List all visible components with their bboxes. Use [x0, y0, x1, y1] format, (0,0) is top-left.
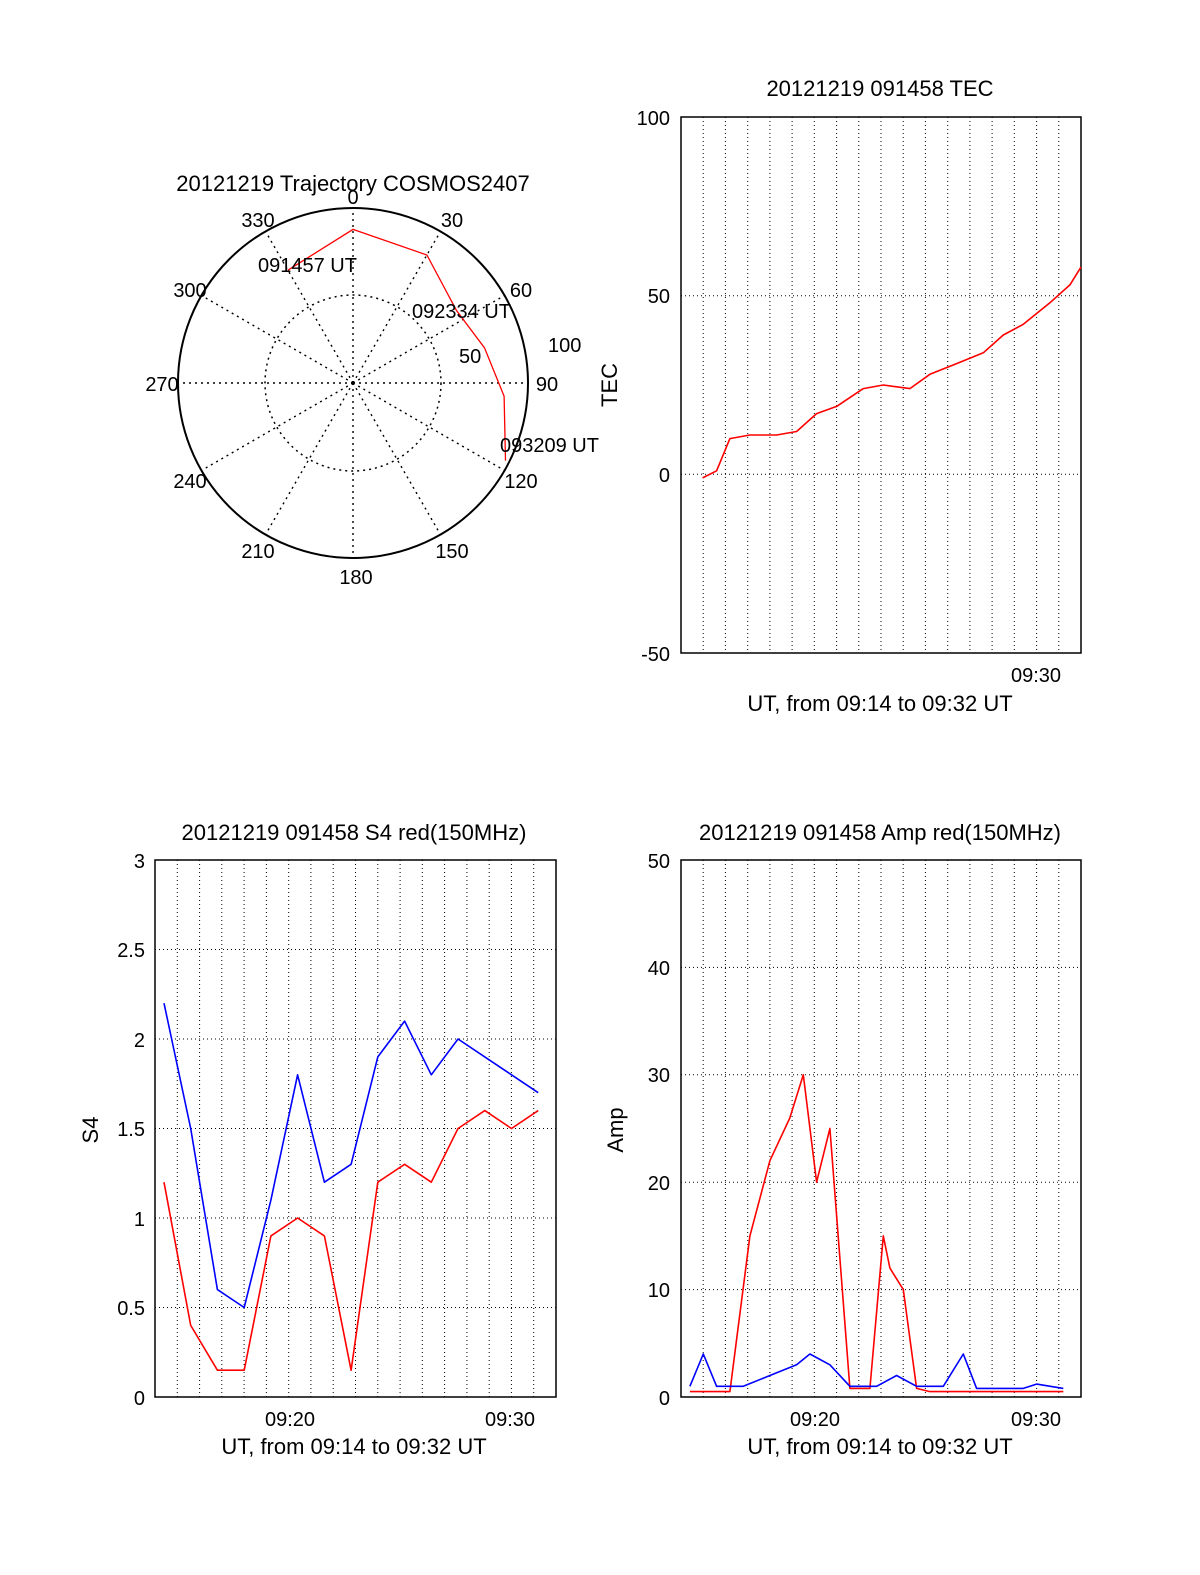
- polar-annotation-start: 091457 UT: [258, 255, 357, 277]
- amp-series-line-1: [689, 1353, 1064, 1390]
- amp-chart: 20121219 091458 Amp red(150MHz) 50 40 30…: [603, 820, 1082, 1459]
- tec-plot-frame: [680, 116, 1082, 654]
- amp-title: 20121219 091458 Amp red(150MHz): [699, 820, 1061, 845]
- tec-ytick-minus50: -50: [641, 644, 670, 666]
- amp-xtick-0920: 09:20: [790, 1409, 840, 1431]
- tec-series-line-0: [702, 266, 1082, 479]
- tec-xlabel: UT, from 09:14 to 09:32 UT: [747, 691, 1012, 716]
- amp-ytick-20: 20: [648, 1173, 670, 1195]
- polar-title: 20121219 Trajectory COSMOS2407: [176, 171, 529, 196]
- polar-angle-label: 180: [339, 567, 372, 589]
- s4-series: [163, 1003, 539, 1371]
- tec-ytick-100: 100: [637, 108, 670, 130]
- polar-angle-label: 150: [435, 541, 468, 563]
- s4-xlabel: UT, from 09:14 to 09:32 UT: [221, 1434, 486, 1459]
- tec-series: [702, 266, 1082, 479]
- amp-ytick-50: 50: [648, 851, 670, 873]
- polar-angle-label: 300: [173, 280, 206, 302]
- polar-radial-label-50: 50: [459, 346, 481, 368]
- s4-chart: 20121219 091458 S4 red(150MHz) 3 2.5 2 1…: [78, 820, 557, 1459]
- polar-chart: 20121219 Trajectory COSMOS2407 0 30 60 90 12…: [145, 171, 599, 589]
- tec-ytick-50: 50: [648, 286, 670, 308]
- s4-ytick-0: 0: [134, 1388, 145, 1410]
- amp-grid: [681, 860, 1081, 1397]
- s4-ytick-0.5: 0.5: [117, 1298, 145, 1320]
- polar-angle-label: 30: [441, 210, 463, 232]
- polar-angle-label: 330: [241, 210, 274, 232]
- polar-inner-ring: [264, 294, 442, 472]
- tec-xtick-0930: 09:30: [1011, 665, 1061, 687]
- polar-spokes: [178, 208, 528, 558]
- amp-ytick-30: 30: [648, 1065, 670, 1087]
- s4-plot-frame: [154, 859, 557, 1398]
- polar-angle-labels: 0 30 60 90 120 150 180 210 240 270 300 330: [145, 187, 558, 589]
- polar-spoke: [352, 294, 505, 384]
- polar-annotation-mid: 092334 UT: [412, 301, 511, 323]
- s4-xtick-0930: 09:30: [485, 1409, 535, 1431]
- polar-angle-label: 210: [241, 541, 274, 563]
- s4-grid: [155, 860, 556, 1397]
- amp-series-line-0: [689, 1074, 1064, 1393]
- polar-angle-label: 60: [510, 280, 532, 302]
- s4-series-line-0: [163, 1109, 539, 1371]
- s4-ylabel: S4: [78, 1117, 103, 1144]
- s4-title: 20121219 091458 S4 red(150MHz): [182, 820, 527, 845]
- tec-chart: 20121219 091458 TEC 100 50 0 -50 09:30 U…: [597, 76, 1082, 716]
- amp-ytick-0: 0: [659, 1388, 670, 1410]
- amp-ytick-10: 10: [648, 1280, 670, 1302]
- polar-spoke: [352, 382, 442, 535]
- polar-spoke: [352, 231, 442, 384]
- amp-plot-frame: [680, 859, 1082, 1398]
- amp-ylabel: Amp: [603, 1107, 628, 1152]
- tec-title: 20121219 091458 TEC: [766, 76, 993, 101]
- amp-series: [689, 1074, 1064, 1393]
- s4-ytick-2.5: 2.5: [117, 940, 145, 962]
- s4-series-line-1: [163, 1003, 539, 1309]
- tec-ytick-0: 0: [659, 465, 670, 487]
- polar-angle-label: 270: [145, 374, 178, 396]
- amp-xlabel: UT, from 09:14 to 09:32 UT: [747, 1434, 1012, 1459]
- polar-annotation-end: 093209 UT: [500, 435, 599, 457]
- polar-angle-label: 90: [536, 374, 558, 396]
- polar-angle-label: 120: [504, 471, 537, 493]
- polar-angle-label: 0: [347, 187, 358, 209]
- polar-trajectory-line: [287, 228, 507, 461]
- polar-spoke: [201, 294, 354, 384]
- polar-radial-label-100: 100: [548, 335, 581, 357]
- polar-spoke: [264, 231, 354, 384]
- polar-spoke: [352, 382, 505, 472]
- polar-spoke: [264, 382, 354, 535]
- tec-ylabel: TEC: [597, 363, 622, 407]
- s4-ytick-2: 2: [134, 1030, 145, 1052]
- amp-ytick-40: 40: [648, 958, 670, 980]
- s4-ytick-1: 1: [134, 1209, 145, 1231]
- s4-ytick-1.5: 1.5: [117, 1119, 145, 1141]
- s4-xtick-0920: 09:20: [265, 1409, 315, 1431]
- amp-xtick-0930: 09:30: [1011, 1409, 1061, 1431]
- s4-ytick-3: 3: [134, 851, 145, 873]
- polar-angle-label: 240: [173, 471, 206, 493]
- polar-spoke: [201, 382, 354, 472]
